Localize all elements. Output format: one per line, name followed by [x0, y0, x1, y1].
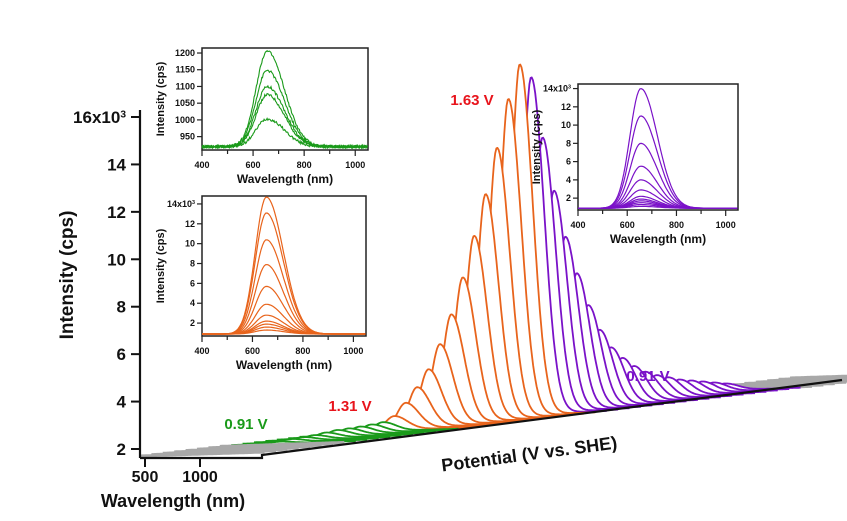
inset-curve — [578, 88, 738, 209]
spectrum-occluder — [596, 371, 721, 404]
spectrum-occluder — [618, 377, 744, 401]
inset-y-tick-label: 1050 — [175, 98, 195, 108]
spectrum-occluder — [482, 77, 607, 417]
spectrum-occluder — [493, 137, 619, 416]
inset-x-tick-label: 600 — [620, 220, 635, 230]
inset-2: 400 600 800 1000 Wavelength (nm) 2 4 6 8 10 12 14x1… — [155, 195, 367, 372]
inset-x-tick-label: 800 — [295, 346, 310, 356]
inset-frame — [577, 83, 739, 211]
y-tick-label: 12 — [107, 203, 126, 222]
inset-y-tick-label: 10 — [561, 120, 571, 130]
spectrum-occluder — [539, 305, 664, 411]
inset-x-tick-label: 1000 — [343, 346, 363, 356]
inset-x-tick-label: 600 — [245, 346, 260, 356]
inset-y-tick-label: 1000 — [175, 115, 195, 125]
inset-y-tick-label: 1150 — [175, 65, 195, 75]
spectrum-occluder — [607, 375, 733, 402]
inset-y-tick-label: 14x103 — [543, 84, 571, 94]
spectrum-occluder — [561, 347, 687, 408]
inset-x-tick-label: 1000 — [716, 220, 736, 230]
inset-y-tick-label: 8 — [190, 259, 195, 269]
inset-x-tick-label: 400 — [570, 220, 585, 230]
inset-y-title: Intensity (cps) — [155, 228, 167, 303]
spectrum-occluder — [470, 64, 596, 419]
y-axis-title: Intensity (cps) — [57, 211, 78, 340]
spectrum-occluder — [527, 273, 653, 412]
potential-annotation: 1.31 V — [328, 398, 371, 415]
inset-curve — [202, 196, 366, 335]
inset-y-tick-label: 12 — [561, 102, 571, 112]
spectrum-occluder — [550, 329, 676, 409]
insets-group: 400 600 800 1000 Wavelength (nm) 950 1000 1050 1… — [155, 47, 739, 372]
inset-y-tick-label: 8 — [566, 138, 571, 148]
spectrum-occluder — [356, 402, 482, 432]
inset-y-tick-label: 2 — [566, 193, 571, 203]
y-tick-label: 6 — [117, 345, 126, 364]
main-annotations: 0.91 V 1.31 V 1.63 V 0.91 V — [224, 92, 669, 433]
spectrum-occluder — [573, 357, 698, 406]
y-tick-label: 10 — [107, 250, 126, 269]
spectrum-occluder — [413, 277, 539, 426]
inset-y-title: Intensity (cps) — [531, 109, 543, 184]
x-tick-label: 1000 — [182, 469, 218, 486]
inset-y-tick-label: 4 — [190, 298, 195, 308]
inset-y-tick-label: 6 — [190, 278, 195, 288]
spectrum-occluder — [390, 344, 516, 428]
inset-y-tick-label: 6 — [566, 157, 571, 167]
potential-annotation: 0.91 V — [626, 368, 669, 385]
spectrum-occluder — [402, 314, 527, 427]
inset-y-tick-label: 10 — [185, 239, 195, 249]
inset-x-tick-label: 800 — [669, 220, 684, 230]
x-axis-title: Wavelength (nm) — [101, 491, 245, 511]
y-tick-label: 14 — [107, 155, 126, 174]
inset-x-title: Wavelength (nm) — [236, 358, 332, 372]
inset-3: 400 600 800 1000 Wavelength (nm) 2 4 6 8 10 12 14x1… — [531, 83, 739, 246]
spectrum-occluder — [516, 236, 641, 413]
inset-y-tick-label: 1100 — [175, 81, 195, 91]
inset-1: 400 600 800 1000 Wavelength (nm) 950 1000 1050 1… — [155, 47, 369, 186]
spectrum-occluder — [447, 147, 573, 422]
inset-y-tick-label: 12 — [185, 219, 195, 229]
potential-annotation: 0.91 V — [224, 416, 267, 433]
inset-x-tick-label: 400 — [194, 160, 209, 170]
inset-x-title: Wavelength (nm) — [237, 172, 333, 186]
x-tick-label: 500 — [132, 469, 159, 486]
inset-y-title: Intensity (cps) — [155, 61, 167, 136]
spectrum-line — [139, 450, 265, 458]
inset-y-tick-label: 4 — [566, 175, 571, 185]
inset-x-title: Wavelength (nm) — [610, 232, 706, 246]
y-tick-label: 8 — [117, 298, 126, 317]
spectrum-occluder — [379, 369, 505, 430]
spectrum-occluder — [436, 194, 562, 423]
inset-x-tick-label: 400 — [194, 346, 209, 356]
inset-y-tick-label: 1200 — [175, 48, 195, 58]
inset-y-tick-label: 14x103 — [167, 199, 195, 209]
inset-x-tick-label: 600 — [246, 160, 261, 170]
inset-x-tick-label: 1000 — [345, 160, 365, 170]
spectrum-occluder — [584, 366, 710, 405]
y-tick-label: 2 — [117, 440, 126, 459]
inset-y-tick-label: 950 — [180, 132, 195, 142]
spectrum-occluder — [368, 387, 493, 431]
inset-x-tick-label: 800 — [297, 160, 312, 170]
potential-annotation: 1.63 V — [450, 92, 493, 109]
inset-y-tick-label: 2 — [190, 318, 195, 328]
spectrum-occluder — [425, 235, 550, 424]
potential-axis-title: Potential (V vs. SHE) — [440, 433, 618, 476]
inset-curve — [201, 49, 369, 150]
spectrum-occluder — [459, 99, 584, 420]
spectrum-occluder — [504, 190, 630, 415]
y-tick-label: 4 — [117, 393, 127, 412]
y-tick-label: 16x103 — [73, 108, 126, 127]
inset-frame — [201, 47, 369, 151]
